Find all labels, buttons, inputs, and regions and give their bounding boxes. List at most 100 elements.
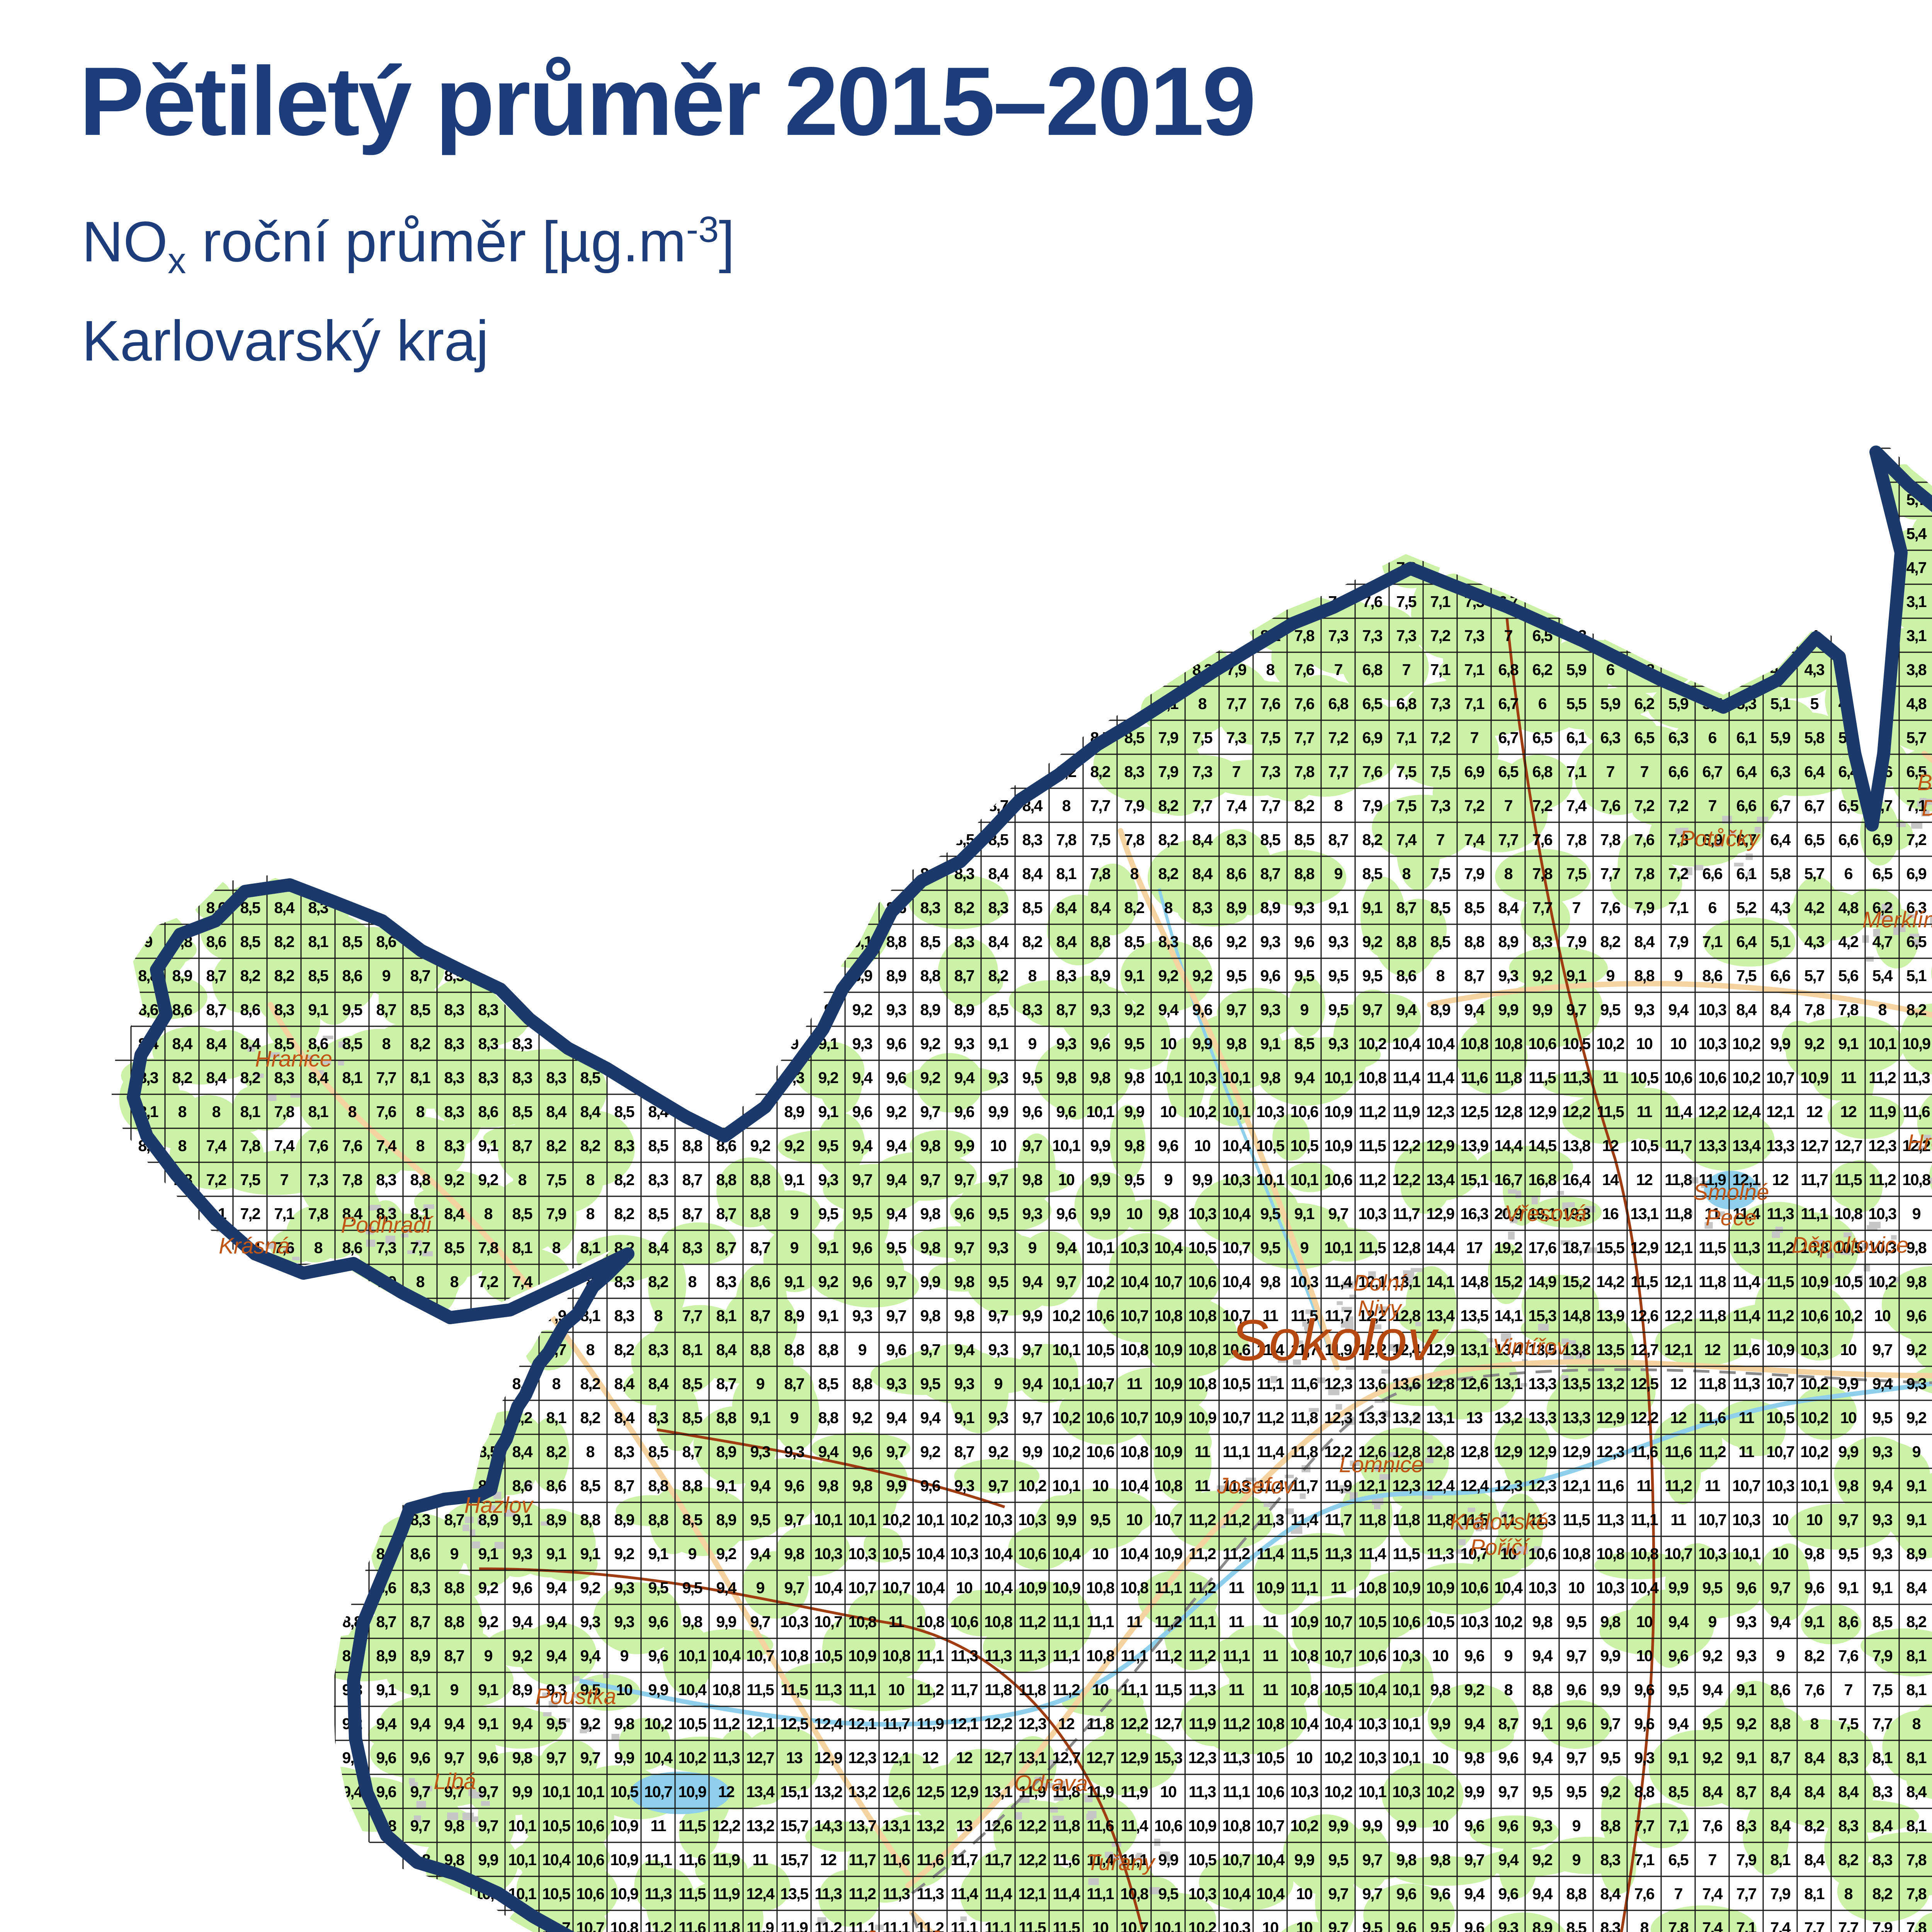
grid-cell-value: 8,2 bbox=[546, 1137, 566, 1155]
grid-cell-value: 9,5 bbox=[988, 1273, 1009, 1291]
grid-cell-value: 10,2 bbox=[1834, 1307, 1862, 1325]
grid-cell-value: 8,8 bbox=[648, 1477, 668, 1495]
grid-cell-value: 8,6 bbox=[1770, 1681, 1791, 1699]
grid-cell-value: 9,7 bbox=[954, 1171, 974, 1189]
grid-cell-value: 9 bbox=[756, 1375, 765, 1393]
grid-cell-value: 7,1 bbox=[1906, 797, 1927, 815]
grid-cell-value: 8,5 bbox=[818, 1375, 838, 1393]
grid-cell-value: 9,6 bbox=[410, 1749, 430, 1767]
grid-cell-value: 7,9 bbox=[1872, 1919, 1893, 1932]
grid-cell-value: 10,5 bbox=[882, 1545, 910, 1563]
grid-cell-value: 9 bbox=[790, 1239, 799, 1257]
grid-cell-value: 11,4 bbox=[1257, 1545, 1284, 1563]
grid-cell-value: 11,5 bbox=[1291, 1545, 1318, 1563]
grid-cell-value: 8,7 bbox=[206, 1001, 226, 1019]
grid-cell-value: 8,2 bbox=[1090, 763, 1111, 781]
grid-cell-value: 8,5 bbox=[274, 1035, 294, 1053]
grid-cell-value: 11,8 bbox=[1665, 1171, 1692, 1189]
grid-cell-value: 5,1 bbox=[1770, 933, 1791, 951]
grid-cell-value: 9,1 bbox=[784, 1273, 804, 1291]
grid-cell-value: 6,9 bbox=[1906, 865, 1927, 883]
grid-cell-value: 10,3 bbox=[1018, 1511, 1046, 1529]
grid-cell-value: 10,5 bbox=[814, 1647, 842, 1665]
grid-cell-value: 11,5 bbox=[1461, 1511, 1488, 1529]
grid-cell-value: 9,3 bbox=[886, 1375, 906, 1393]
grid-cell-value: 9,2 bbox=[580, 1715, 600, 1733]
grid-cell-value: 19,8 bbox=[1562, 1205, 1590, 1223]
grid-cell-value: 7,4 bbox=[1464, 831, 1485, 849]
grid-cell-value: 10,8 bbox=[712, 1681, 740, 1699]
grid-cell-value: 7,4 bbox=[1702, 1885, 1723, 1903]
grid-cell-value: 16,7 bbox=[1494, 1171, 1522, 1189]
grid-cell-value: 9,7 bbox=[546, 1749, 566, 1767]
grid-cell-value: 8,3 bbox=[920, 899, 940, 917]
grid-cell-value: 9,9 bbox=[1668, 1579, 1689, 1597]
grid-cell-value: 9,7 bbox=[1056, 1273, 1076, 1291]
grid-cell-value: 13,4 bbox=[746, 1783, 775, 1801]
grid-cell-value: 10,3 bbox=[1698, 1035, 1726, 1053]
grid-cell-value: 10,7 bbox=[1222, 1851, 1250, 1869]
grid-cell-value: 5,5 bbox=[1566, 695, 1587, 713]
grid-cell-value: 11 bbox=[1126, 1613, 1142, 1631]
grid-cell-value: 11,2 bbox=[1767, 1307, 1794, 1325]
grid-cell-value: 9,6 bbox=[1498, 1749, 1519, 1767]
grid-cell-value: 8,8 bbox=[580, 1511, 600, 1529]
grid-cell-value: 10,5 bbox=[1766, 1409, 1794, 1427]
grid-cell-value: 9,1 bbox=[308, 1001, 328, 1019]
grid-cell-value: 12,2 bbox=[1392, 1171, 1420, 1189]
grid-cell-value: 8,1 bbox=[1906, 1647, 1927, 1665]
grid-cell-value: 11 bbox=[1704, 1205, 1720, 1223]
grid-cell-value: 8,4 bbox=[308, 1069, 329, 1087]
grid-cell-value: 8,7 bbox=[1464, 967, 1484, 985]
grid-cell-value: 9,5 bbox=[342, 1001, 362, 1019]
grid-cell-value: 9 bbox=[790, 1205, 799, 1223]
grid-cell-value: 8,3 bbox=[444, 1137, 464, 1155]
grid-cell-value: 9,9 bbox=[1498, 1001, 1519, 1019]
grid-cell-value: 9,1 bbox=[410, 1681, 430, 1699]
grid-cell-value: 11,5 bbox=[1767, 1273, 1794, 1291]
grid-cell-value: 10,8 bbox=[882, 1647, 910, 1665]
grid-cell-value: 10,8 bbox=[1358, 1069, 1386, 1087]
grid-cell-value: 9,4 bbox=[444, 1715, 465, 1733]
grid-cell-value: 9,4 bbox=[376, 1715, 397, 1733]
grid-cell-value: 12 bbox=[1058, 1715, 1075, 1733]
grid-cell-value: 9 bbox=[1028, 1035, 1037, 1053]
grid-cell-value: 9,2 bbox=[1906, 1341, 1927, 1359]
grid-cell-value: 9,2 bbox=[818, 1273, 838, 1291]
grid-cell-value: 9,6 bbox=[1192, 1001, 1213, 1019]
grid-cell-value: 12,7 bbox=[1154, 1715, 1182, 1733]
grid-cell-value: 7,7 bbox=[410, 1239, 430, 1257]
town-label: Poříčí bbox=[1470, 1535, 1530, 1560]
grid-cell-value: 11 bbox=[1500, 1511, 1516, 1529]
grid-cell-value: 9 bbox=[790, 1035, 799, 1053]
grid-cell-value: 9,9 bbox=[1396, 1817, 1417, 1835]
grid-cell-value: 9,5 bbox=[1260, 1239, 1281, 1257]
grid-cell-value: 7,9 bbox=[1158, 763, 1179, 781]
grid-cell-value: 9,2 bbox=[1532, 1851, 1553, 1869]
grid-cell-value: 9,5 bbox=[648, 1579, 668, 1597]
grid-cell-value: 13,1 bbox=[1460, 1341, 1488, 1359]
grid-cell-value: 7,7 bbox=[1838, 1919, 1858, 1932]
grid-cell-value: 11,6 bbox=[1665, 1443, 1692, 1461]
grid-cell-value: 7,8 bbox=[308, 1205, 328, 1223]
grid-cell-value: 8,4 bbox=[1906, 1783, 1927, 1801]
grid-cell-value: 8,9 bbox=[716, 1443, 736, 1461]
grid-cell-value: 9,2 bbox=[1158, 967, 1179, 985]
grid-cell-value: 8,6 bbox=[206, 933, 226, 951]
grid-cell-value: 8,2 bbox=[614, 1205, 634, 1223]
grid-cell-value: 9 bbox=[1606, 967, 1615, 985]
grid-cell-value: 9,3 bbox=[954, 1375, 975, 1393]
grid-cell-value: 11,5 bbox=[1155, 1681, 1182, 1699]
grid-cell-value: 10,4 bbox=[1120, 1545, 1149, 1563]
grid-cell-value: 8,7 bbox=[614, 1477, 634, 1495]
grid-cell-value: 11,9 bbox=[781, 1919, 808, 1932]
grid-cell-value: 10,6 bbox=[1086, 1443, 1114, 1461]
town-label: Vintířov bbox=[1492, 1334, 1569, 1359]
grid-cell-value: 9,5 bbox=[1702, 1715, 1723, 1733]
grid-cell-value: 11,2 bbox=[1223, 1715, 1250, 1733]
grid-cell-value: 9,3 bbox=[988, 1239, 1009, 1257]
grid-cell-value: 7 bbox=[1470, 729, 1478, 747]
grid-cell-value: 12,1 bbox=[848, 1715, 876, 1733]
grid-cell-value: 7,3 bbox=[1464, 627, 1485, 645]
grid-cell-value: 10,9 bbox=[610, 1817, 638, 1835]
